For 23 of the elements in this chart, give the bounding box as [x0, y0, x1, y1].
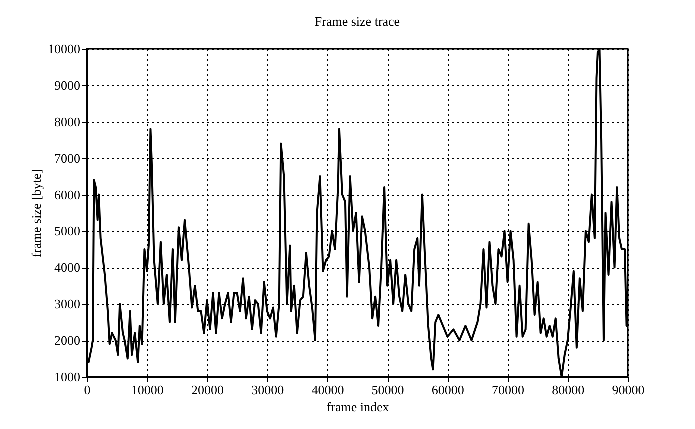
x-tick-label: 20000: [191, 382, 224, 398]
x-tick-label: 60000: [432, 382, 464, 398]
x-tick-label: 0: [84, 382, 91, 398]
y-tick-label: 3000: [54, 296, 80, 312]
y-tick-label: 10000: [48, 42, 80, 56]
chart-title: Frame size trace: [314, 14, 400, 29]
y-tick-label: 8000: [54, 114, 80, 130]
x-tick-label: 70000: [492, 382, 525, 398]
y-tick-label: 2000: [54, 333, 80, 348]
x-tick-label: 10000: [131, 382, 164, 398]
x-tick-label: 80000: [552, 382, 585, 398]
y-tick-label: 5000: [54, 224, 80, 239]
x-tick-label: 30000: [252, 382, 284, 398]
x-tick-label: 50000: [372, 382, 404, 398]
y-tick-label: 4000: [54, 260, 80, 276]
y-tick-label: 9000: [54, 78, 80, 93]
x-axis-title: frame index: [326, 400, 390, 414]
x-tick-label: 40000: [312, 382, 344, 398]
y-tick-label: 6000: [54, 187, 80, 202]
y-tick-label: 7000: [54, 150, 80, 166]
y-axis-title: frame size [byte]: [29, 169, 44, 258]
x-tick-label: 90000: [612, 382, 645, 398]
y-tick-label: 1000: [54, 370, 80, 384]
